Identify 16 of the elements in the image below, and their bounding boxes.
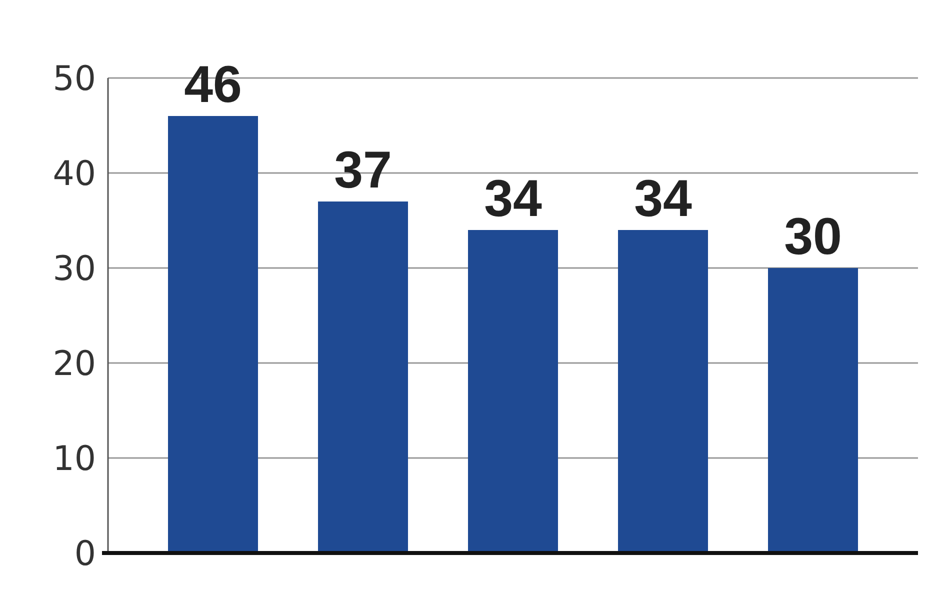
data-label: 30 bbox=[784, 208, 842, 266]
bar bbox=[318, 202, 408, 553]
bar bbox=[168, 116, 258, 553]
data-label: 34 bbox=[484, 170, 542, 228]
data-label: 37 bbox=[334, 142, 392, 200]
bar bbox=[618, 230, 708, 553]
y-tick-label: 40 bbox=[52, 154, 96, 194]
y-tick-label: 10 bbox=[52, 438, 96, 479]
data-label: 46 bbox=[184, 56, 242, 114]
y-tick-label: 30 bbox=[52, 248, 96, 289]
y-tick-label: 0 bbox=[74, 534, 96, 574]
bar bbox=[768, 268, 858, 553]
data-label: 34 bbox=[634, 170, 692, 228]
y-tick-label: 50 bbox=[52, 58, 96, 99]
y-tick-label: 20 bbox=[52, 344, 96, 384]
bar bbox=[468, 230, 558, 553]
